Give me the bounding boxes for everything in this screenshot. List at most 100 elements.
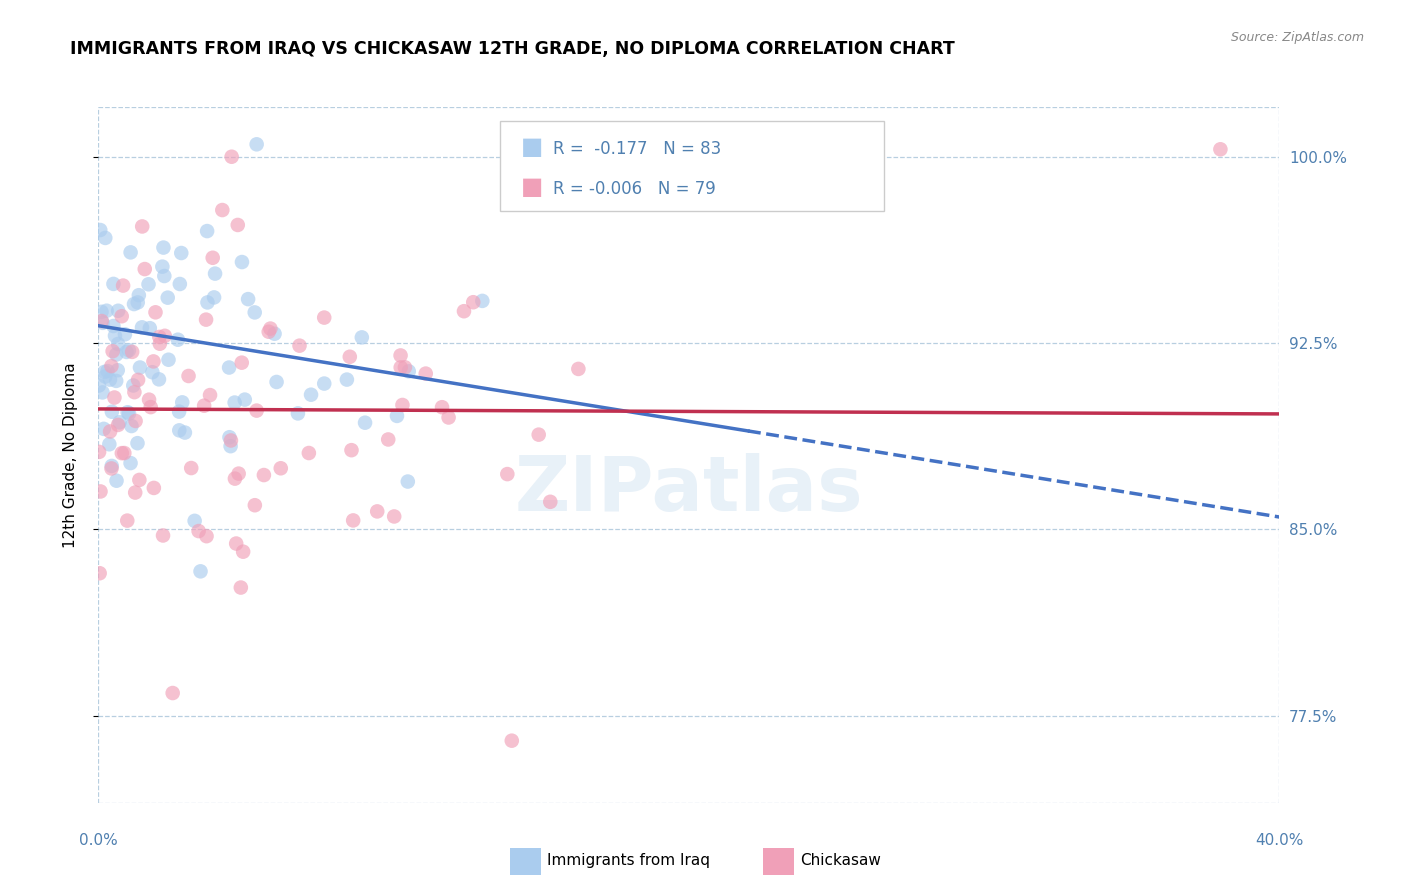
Point (221, 150, 243, 164)
Point (314, 376, 336, 391)
Point (183, 514, 205, 528)
Point (430, 401, 453, 415)
Point (156, 291, 179, 305)
Point (89, 566, 111, 581)
Point (121, 344, 143, 359)
Point (246, 403, 269, 417)
Point (288, 339, 311, 353)
Point (453, 304, 475, 318)
Point (257, 325, 280, 339)
Point (96, 364, 118, 378)
Point (128, 473, 150, 487)
Point (218, 360, 240, 375)
Point (89, 484, 111, 499)
Point (121, 419, 143, 434)
Point (259, 321, 281, 335)
Point (124, 414, 146, 428)
Text: R = -0.006   N = 79: R = -0.006 N = 79 (553, 180, 716, 198)
Point (231, 255, 253, 269)
Point (105, 474, 128, 488)
Point (538, 495, 561, 509)
Point (391, 398, 413, 412)
Text: 0.0%: 0.0% (79, 832, 118, 847)
Point (195, 224, 218, 238)
Point (100, 461, 122, 475)
Point (201, 251, 224, 265)
Point (103, 277, 125, 291)
Point (107, 417, 129, 432)
Point (219, 439, 242, 453)
Point (377, 433, 399, 447)
Point (134, 262, 156, 277)
Point (90, 314, 112, 328)
Point (94, 369, 117, 384)
Point (339, 350, 361, 364)
Point (111, 446, 134, 460)
Point (117, 405, 139, 419)
Point (101, 405, 124, 419)
Point (149, 336, 172, 351)
Point (100, 359, 122, 373)
Point (98, 425, 121, 439)
Point (219, 434, 242, 448)
Point (195, 312, 218, 326)
Point (389, 360, 412, 375)
Point (157, 352, 180, 367)
Point (266, 375, 288, 389)
Point (471, 293, 494, 308)
Point (118, 407, 141, 421)
Point (131, 320, 153, 334)
Point (120, 456, 142, 470)
Point (138, 277, 160, 292)
Point (366, 504, 388, 518)
Text: 40.0%: 40.0% (1256, 832, 1303, 847)
Text: ■: ■ (522, 135, 544, 159)
Point (152, 241, 174, 255)
Point (263, 326, 285, 341)
Point (141, 365, 163, 379)
Point (127, 295, 149, 310)
Point (120, 245, 142, 260)
Point (93, 422, 115, 436)
Point (415, 367, 437, 381)
Point (172, 395, 194, 409)
Point (243, 498, 266, 512)
Point (94, 231, 117, 245)
Point (169, 423, 191, 437)
Point (193, 399, 215, 413)
Point (107, 363, 129, 377)
Point (170, 246, 193, 260)
Point (115, 345, 138, 359)
Point (153, 328, 176, 343)
Point (127, 436, 149, 450)
Point (162, 686, 184, 700)
Point (129, 360, 152, 375)
Point (567, 362, 589, 376)
Point (150, 260, 173, 274)
Point (342, 513, 364, 527)
Point (87, 378, 110, 392)
Point (122, 378, 145, 392)
Point (91, 385, 114, 400)
Point (87, 445, 110, 459)
Point (224, 472, 246, 486)
Point (124, 385, 146, 400)
Point (354, 416, 377, 430)
Point (93, 365, 115, 379)
Text: Immigrants from Iraq: Immigrants from Iraq (547, 854, 710, 868)
Point (107, 337, 129, 351)
Point (174, 425, 197, 440)
Point (226, 218, 249, 232)
Text: R =  -0.177   N = 83: R = -0.177 N = 83 (553, 140, 721, 158)
Point (89, 223, 111, 237)
Point (198, 388, 221, 402)
Point (148, 372, 170, 386)
Point (145, 305, 167, 319)
Text: Source: ZipAtlas.com: Source: ZipAtlas.com (1230, 31, 1364, 45)
Point (138, 392, 160, 407)
Point (1209, 142, 1232, 156)
Point (142, 354, 165, 368)
Point (202, 290, 225, 304)
Point (111, 310, 134, 324)
Point (218, 430, 240, 444)
